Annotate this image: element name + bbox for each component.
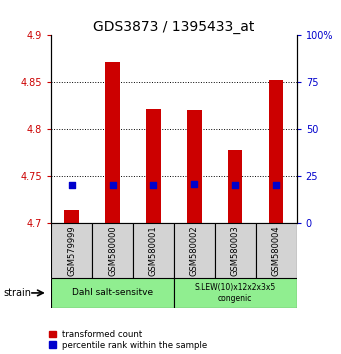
Text: GSM580004: GSM580004 [272,225,281,276]
Text: Dahl salt-sensitve: Dahl salt-sensitve [72,289,153,297]
Text: GSM580002: GSM580002 [190,225,199,276]
Bar [174,223,215,278]
Point [273,183,279,188]
Text: GSM580000: GSM580000 [108,225,117,276]
Bar [256,223,297,278]
Bar [215,223,256,278]
Text: GSM580003: GSM580003 [231,225,240,276]
Legend: transformed count, percentile rank within the sample: transformed count, percentile rank withi… [49,330,208,350]
Point [233,183,238,188]
Bar [146,109,161,223]
Bar [187,110,202,223]
Point [151,183,156,188]
Bar [174,278,297,308]
Point [192,181,197,187]
Point [110,183,115,188]
Bar [269,80,283,223]
Title: GDS3873 / 1395433_at: GDS3873 / 1395433_at [93,21,255,34]
Bar [92,223,133,278]
Bar [64,210,79,223]
Point [69,183,74,188]
Text: strain: strain [3,288,31,298]
Bar [228,150,242,223]
Text: S.LEW(10)x12x2x3x5
congenic: S.LEW(10)x12x2x3x5 congenic [195,283,276,303]
Text: GSM580001: GSM580001 [149,225,158,276]
Bar [51,223,92,278]
Bar [51,278,174,308]
Bar [133,223,174,278]
Bar [105,62,120,223]
Text: GSM579999: GSM579999 [67,225,76,276]
